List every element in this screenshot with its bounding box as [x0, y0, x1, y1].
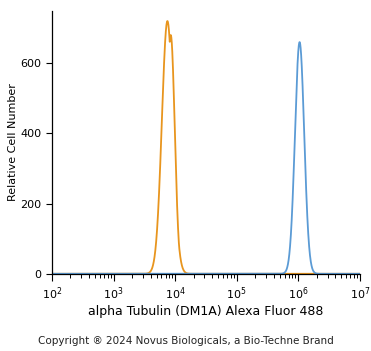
X-axis label: alpha Tubulin (DM1A) Alexa Fluor 488: alpha Tubulin (DM1A) Alexa Fluor 488	[88, 305, 324, 318]
Y-axis label: Relative Cell Number: Relative Cell Number	[8, 83, 17, 201]
Text: Copyright ® 2024 Novus Biologicals, a Bio-Techne Brand: Copyright ® 2024 Novus Biologicals, a Bi…	[37, 336, 334, 346]
